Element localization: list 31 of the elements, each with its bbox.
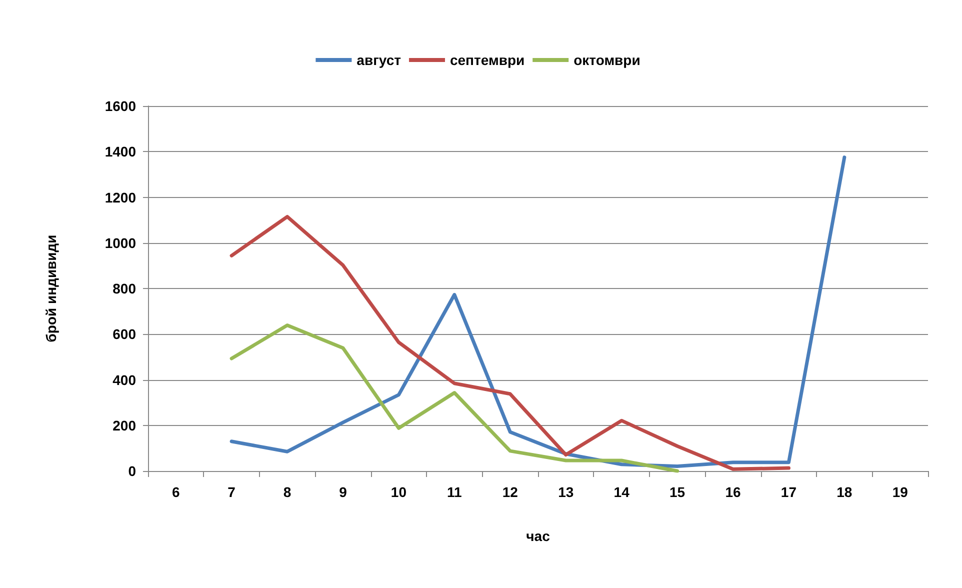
x-tick-label: 17 bbox=[780, 484, 797, 500]
y-tick-label: 600 bbox=[112, 326, 136, 342]
x-tick-label: 18 bbox=[836, 484, 852, 500]
x-tick-label: 13 bbox=[558, 484, 574, 500]
y-tick-label: 200 bbox=[112, 417, 136, 434]
y-axis-title: брой индивиди bbox=[43, 234, 59, 342]
legend-label: септември bbox=[450, 52, 525, 68]
y-tick-label: 800 bbox=[112, 280, 136, 296]
y-tick-label: 1400 bbox=[104, 144, 136, 160]
y-tick-label: 1000 bbox=[104, 234, 136, 251]
x-tick-label: 6 bbox=[172, 484, 180, 500]
x-tick-label: 10 bbox=[390, 484, 407, 500]
x-tick-label: 7 bbox=[228, 484, 236, 500]
x-axis-title: час bbox=[526, 528, 550, 544]
x-tick-label: 16 bbox=[725, 484, 741, 500]
line-series bbox=[230, 214, 790, 471]
y-tick-label: 400 bbox=[112, 372, 136, 388]
x-tick-label: 14 bbox=[614, 484, 630, 500]
line-series bbox=[230, 156, 846, 468]
x-tick-label: 11 bbox=[447, 484, 462, 500]
x-tick-label: 19 bbox=[892, 484, 908, 500]
legend-label: август bbox=[356, 52, 402, 68]
line-series bbox=[230, 323, 680, 473]
legend-label: октомври bbox=[574, 52, 640, 68]
x-tick-label: 12 bbox=[502, 484, 518, 500]
x-tick-label: 8 bbox=[283, 484, 292, 500]
y-tick-label: 0 bbox=[128, 463, 136, 479]
y-tick-label: 1600 bbox=[104, 98, 136, 114]
x-tick-label: 9 bbox=[339, 484, 348, 500]
y-tick-label: 1200 bbox=[104, 189, 136, 206]
x-tick-label: 15 bbox=[669, 484, 686, 500]
